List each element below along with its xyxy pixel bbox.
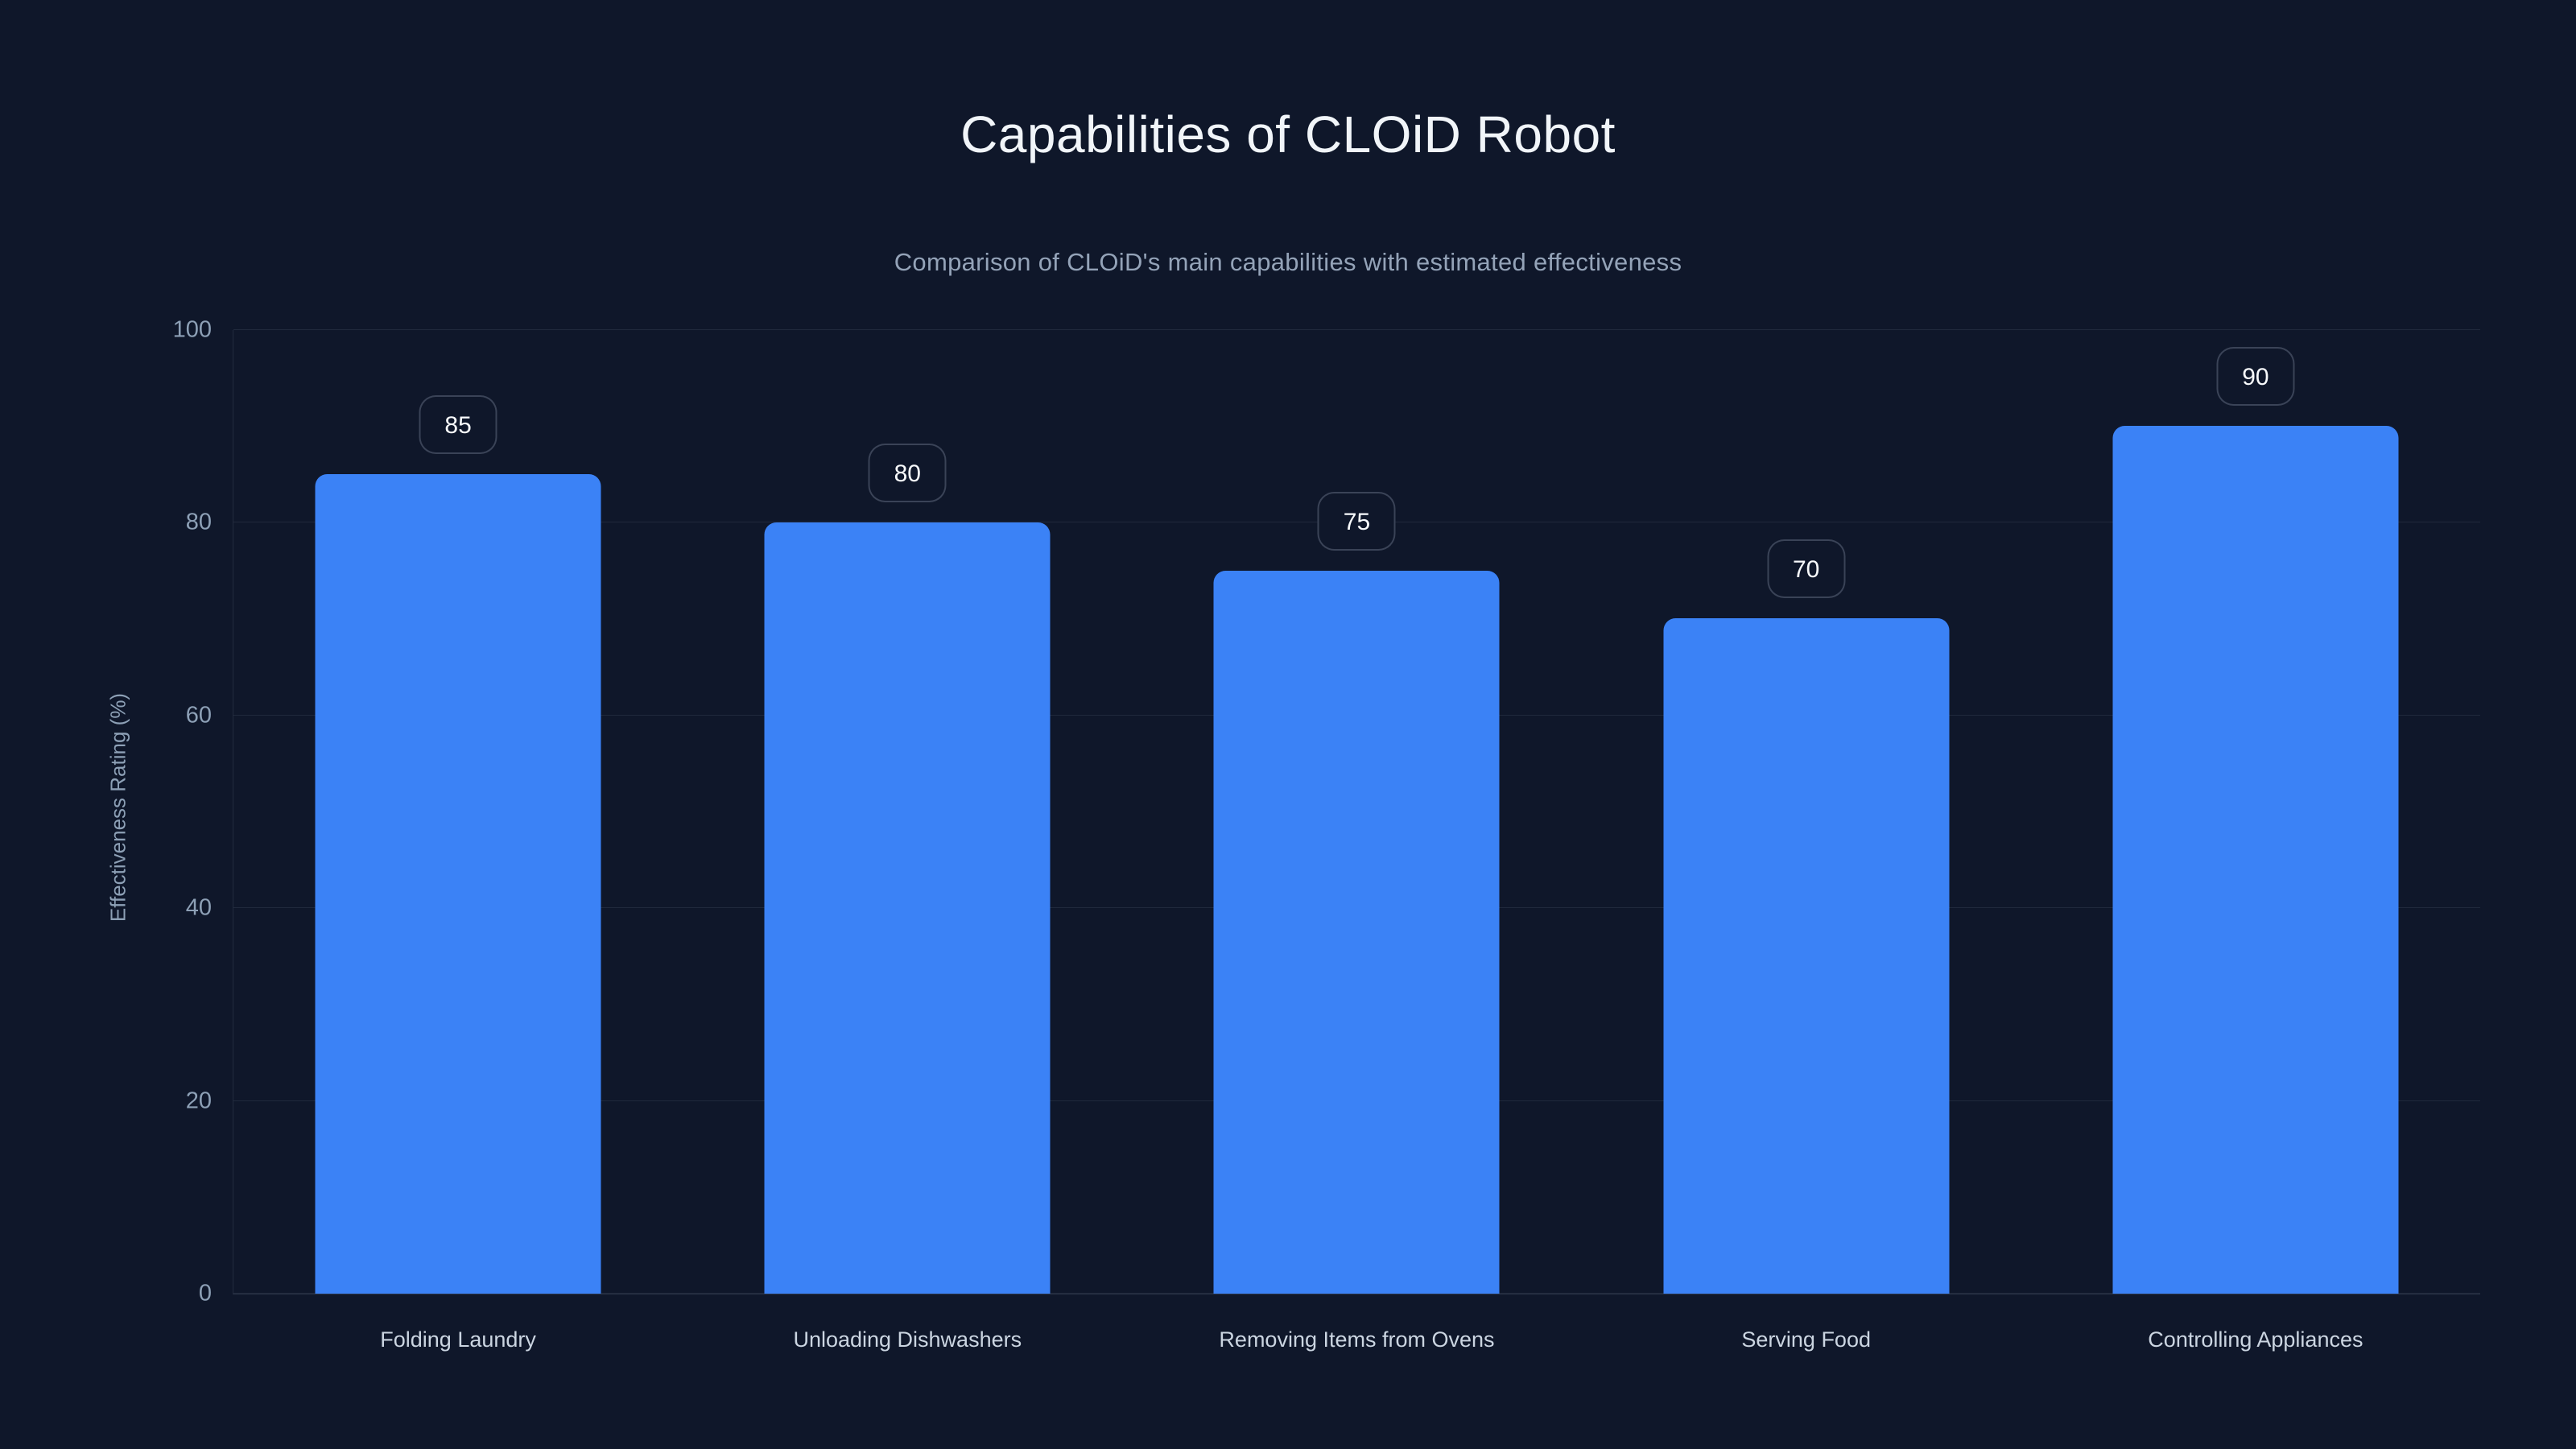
gridline-100	[233, 329, 2480, 330]
bar-value-badge: 90	[2216, 346, 2295, 406]
bar	[2112, 425, 2399, 1294]
x-axis-label: Unloading Dishwashers	[793, 1327, 1022, 1352]
bar-group-4: 70 Serving Food	[1582, 330, 2031, 1352]
plot-area: 0 20 40 60 80 100 85 Folding Laundry 80 Unloading…	[173, 318, 2480, 1352]
x-axis-label: Controlling Appliances	[2148, 1327, 2363, 1352]
y-tick-label-100: 100	[172, 316, 212, 343]
bar-value-badge: 70	[1767, 539, 1846, 599]
x-axis-label: Folding Laundry	[380, 1327, 536, 1352]
bar-group-2: 80 Unloading Dishwashers	[683, 330, 1132, 1352]
y-axis-title: Effectiveness Rating (%)	[105, 692, 130, 923]
chart-title: Capabilities of CLOiD Robot	[960, 105, 1616, 163]
y-tick-label-80: 80	[185, 509, 212, 535]
bar	[1213, 570, 1500, 1294]
y-tick-label-20: 20	[185, 1088, 212, 1114]
y-tick-label-60: 60	[185, 702, 212, 729]
bar	[315, 473, 601, 1294]
x-axis-label: Serving Food	[1741, 1327, 1871, 1352]
bar-value-badge: 85	[419, 394, 497, 454]
bar-value-badge: 80	[868, 443, 947, 502]
bar	[1663, 618, 1950, 1294]
bar-value-badge: 75	[1317, 491, 1396, 551]
x-axis-label: Removing Items from Ovens	[1219, 1327, 1495, 1352]
bar	[764, 522, 1051, 1294]
y-tick-label-0: 0	[198, 1280, 212, 1307]
bar-group-5: 90 Controlling Appliances	[2031, 330, 2480, 1352]
bar-group-1: 85 Folding Laundry	[233, 330, 683, 1352]
chart-subtitle: Comparison of CLOiD's main capabilities …	[894, 248, 1682, 276]
bar-group-3: 75 Removing Items from Ovens	[1132, 330, 1581, 1352]
y-tick-label-40: 40	[185, 894, 212, 921]
